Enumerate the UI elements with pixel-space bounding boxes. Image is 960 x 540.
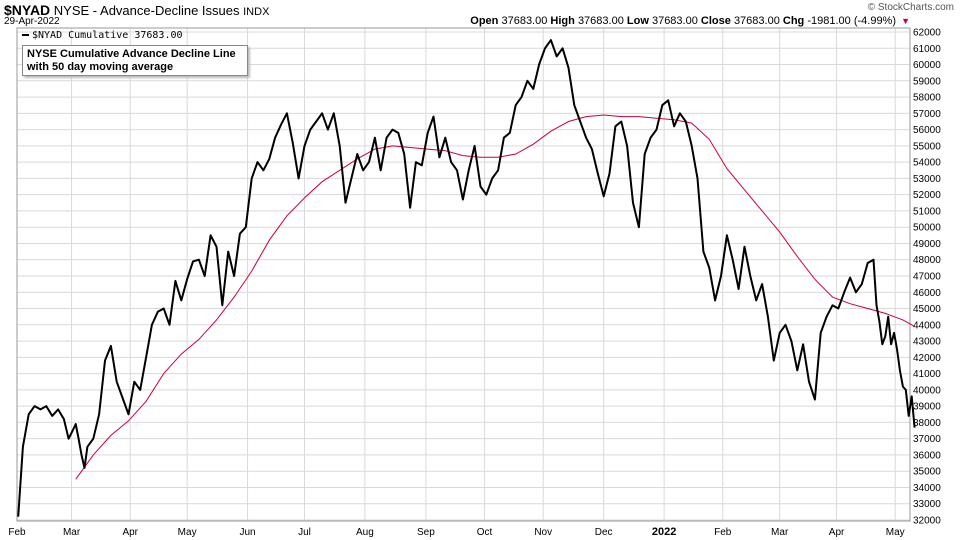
x-tick-label: Jun	[239, 527, 255, 538]
high-value: 37683.00	[577, 15, 624, 27]
x-tick-label: Dec	[595, 527, 613, 538]
x-tick-label: Jul	[298, 527, 311, 538]
y-tick-label: 46000	[913, 288, 941, 299]
y-tick-label: 32000	[913, 516, 941, 527]
x-tick-label: Feb	[8, 527, 26, 538]
y-tick-label: 50000	[913, 223, 941, 234]
y-tick-label: 48000	[913, 255, 941, 266]
low-label: Low	[626, 15, 649, 27]
y-tick-label: 47000	[913, 272, 941, 283]
down-arrow-icon: ▼	[901, 16, 910, 26]
y-tick-label: 60000	[913, 60, 941, 71]
x-tick-label: Apr	[829, 527, 845, 538]
y-axis: 32000 33000 34000 35000 36000 37000 38000 39000…	[913, 28, 941, 527]
close-value: 37683.00	[733, 15, 780, 27]
gridlines	[16, 28, 910, 521]
y-tick-label: 55000	[913, 141, 941, 152]
y-tick-label: 59000	[913, 76, 941, 87]
x-tick-label: 2022	[652, 526, 676, 538]
x-tick-label: Mar	[771, 527, 789, 538]
annotation-line-1: NYSE Cumulative Advance Decline Line	[27, 48, 236, 60]
series-legend: $NYAD Cumulative 37683.00	[22, 30, 183, 41]
x-tick-label: Oct	[477, 527, 493, 538]
x-tick-label: Mar	[63, 527, 81, 538]
y-tick-label: 37000	[913, 434, 941, 445]
chart-header: $NYAD NYSE - Advance-Decline Issues INDX…	[0, 0, 960, 28]
chg-label: Chg	[782, 15, 805, 27]
y-tick-label: 40000	[913, 385, 941, 396]
ohlc-readout: Open 37683.00 High 37683.00 Low 37683.00…	[470, 15, 910, 27]
y-tick-label: 58000	[913, 93, 941, 104]
low-value: 37683.00	[651, 15, 698, 27]
x-tick-label: Apr	[122, 527, 138, 538]
x-tick-label: Aug	[356, 527, 374, 538]
y-tick-label: 53000	[913, 174, 941, 185]
y-tick-label: 41000	[913, 369, 941, 380]
y-tick-label: 35000	[913, 467, 941, 478]
y-tick-label: 52000	[913, 190, 941, 201]
x-axis: Feb Mar Apr May Jun Jul Aug Sep Oct Nov Dec 2022 Feb…	[8, 526, 904, 538]
y-tick-label: 54000	[913, 158, 941, 169]
y-tick-label: 51000	[913, 206, 941, 217]
y-tick-label: 45000	[913, 304, 941, 315]
symbol-title: $NYAD NYSE - Advance-Decline Issues INDX	[4, 2, 269, 18]
series-swatch	[22, 34, 29, 36]
y-tick-label: 61000	[913, 44, 941, 55]
y-tick-label: 34000	[913, 483, 941, 494]
y-tick-label: 57000	[913, 109, 941, 120]
series-label-text: $NYAD Cumulative 37683.00	[32, 30, 183, 41]
high-label: High	[550, 15, 575, 27]
x-tick-label: Nov	[534, 527, 552, 538]
y-tick-label: 56000	[913, 125, 941, 136]
stockcharts-logo[interactable]: © StockCharts.com	[867, 2, 954, 13]
y-tick-label: 36000	[913, 450, 941, 461]
exchange: INDX	[243, 6, 270, 18]
y-tick-label: 33000	[913, 499, 941, 510]
plot-frame	[16, 27, 911, 522]
y-tick-label: 39000	[913, 402, 941, 413]
x-tick-label: Sep	[417, 527, 435, 538]
y-tick-label: 43000	[913, 337, 941, 348]
symbol: $NYAD	[4, 2, 51, 18]
annotation-line-2: with 50 day moving average	[27, 61, 174, 73]
x-tick-label: Feb	[714, 527, 732, 538]
x-tick-label: May	[178, 527, 197, 538]
symbol-name: NYSE - Advance-Decline Issues	[53, 3, 240, 18]
close-label: Close	[700, 15, 731, 27]
x-tick-label: May	[886, 527, 905, 538]
open-label: Open	[470, 15, 499, 27]
chart-date: 29-Apr-2022	[4, 16, 60, 27]
open-value: 37683.00	[501, 15, 548, 27]
chg-value: -1981.00 (-4.99%)	[807, 15, 897, 27]
y-tick-label: 38000	[913, 418, 941, 429]
y-tick-label: 62000	[913, 28, 941, 39]
advance-decline-line	[17, 39, 916, 517]
y-tick-label: 49000	[913, 239, 941, 250]
annotation-box: NYSE Cumulative Advance Decline Line wit…	[22, 45, 248, 76]
moving-average-line	[75, 114, 915, 480]
y-tick-label: 44000	[913, 320, 941, 331]
y-tick-label: 42000	[913, 353, 941, 364]
